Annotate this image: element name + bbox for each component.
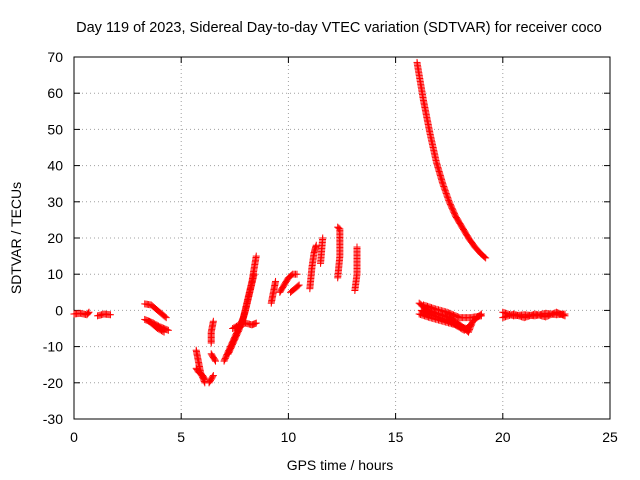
data-point-cluster-9to13h bbox=[319, 234, 327, 242]
y-tick-label: 60 bbox=[47, 85, 63, 101]
data-point-flat-early bbox=[84, 310, 92, 318]
data-point-cluster-9to13h bbox=[353, 243, 361, 251]
data-point-rise-7to8.5h bbox=[250, 270, 258, 278]
data-point-flat-early bbox=[85, 308, 93, 316]
data-point-cluster-16to19h bbox=[466, 322, 474, 330]
data-point-flat-late bbox=[560, 311, 568, 319]
data-point-dip-6h bbox=[209, 372, 217, 380]
y-axis-label: SDTVAR / TECUs bbox=[8, 182, 24, 294]
data-point-decay-16to19h bbox=[481, 253, 489, 261]
data-point-flat-late bbox=[561, 312, 569, 320]
data-point-cluster-9to13h bbox=[335, 224, 343, 232]
y-tick-label: 70 bbox=[47, 49, 63, 65]
x-axis-label: GPS time / hours bbox=[287, 457, 394, 473]
data-point-dip-6h bbox=[209, 373, 217, 381]
data-point-cluster-16to19h bbox=[467, 321, 475, 329]
data-point-dip-6h bbox=[201, 375, 209, 383]
data-point-pass-3.5h bbox=[160, 328, 168, 336]
data-points bbox=[70, 58, 569, 387]
y-tick-label: 10 bbox=[47, 266, 63, 282]
y-tick-label: -20 bbox=[43, 375, 63, 391]
data-point-dip-6h bbox=[211, 356, 219, 364]
data-point-flat-early bbox=[84, 309, 92, 317]
axis-ticks: 0 5 10 15 20 25 -30 -20 -10 0 10 20 30 40 50 60 70 bbox=[43, 49, 618, 445]
chart-title: Day 119 of 2023, Sidereal Day-to-day VTE… bbox=[76, 20, 602, 36]
data-point-cluster-16to19h bbox=[477, 312, 485, 320]
data-point-pass-3.5h bbox=[161, 313, 169, 321]
data-point-dip-6h bbox=[212, 357, 220, 365]
y-tick-label: 40 bbox=[47, 158, 63, 174]
data-point-cluster-9to13h bbox=[295, 281, 303, 289]
data-point-cluster-9to13h bbox=[272, 277, 280, 285]
y-tick-label: 50 bbox=[47, 121, 63, 137]
x-tick-label: 5 bbox=[177, 429, 185, 445]
x-tick-label: 20 bbox=[495, 429, 511, 445]
data-point-cluster-9to13h bbox=[334, 223, 342, 231]
y-tick-label: 0 bbox=[55, 302, 63, 318]
y-tick-label: 30 bbox=[47, 194, 63, 210]
data-point-rise-7to8.5h bbox=[252, 252, 260, 260]
y-tick-label: 20 bbox=[47, 230, 63, 246]
x-tick-label: 15 bbox=[388, 429, 404, 445]
grid bbox=[74, 57, 610, 419]
data-point-dip-6h bbox=[200, 374, 208, 382]
x-tick-label: 0 bbox=[70, 429, 78, 445]
data-point-pass-3.5h bbox=[164, 326, 172, 334]
y-tick-label: -10 bbox=[43, 339, 63, 355]
data-point-dip-6h bbox=[207, 339, 215, 347]
data-point-rise-7to8.5h bbox=[252, 319, 260, 327]
x-tick-label: 25 bbox=[602, 429, 618, 445]
data-point-decay-16to19h bbox=[482, 254, 490, 262]
data-point-pass-3.5h bbox=[162, 314, 170, 322]
y-tick-label: -30 bbox=[43, 411, 63, 427]
data-point-pass-3.5h bbox=[159, 327, 167, 335]
data-point-flat-early bbox=[106, 311, 114, 319]
data-point-cluster-9to13h bbox=[294, 282, 302, 290]
data-point-cluster-9to13h bbox=[293, 270, 301, 278]
x-tick-label: 10 bbox=[281, 429, 297, 445]
